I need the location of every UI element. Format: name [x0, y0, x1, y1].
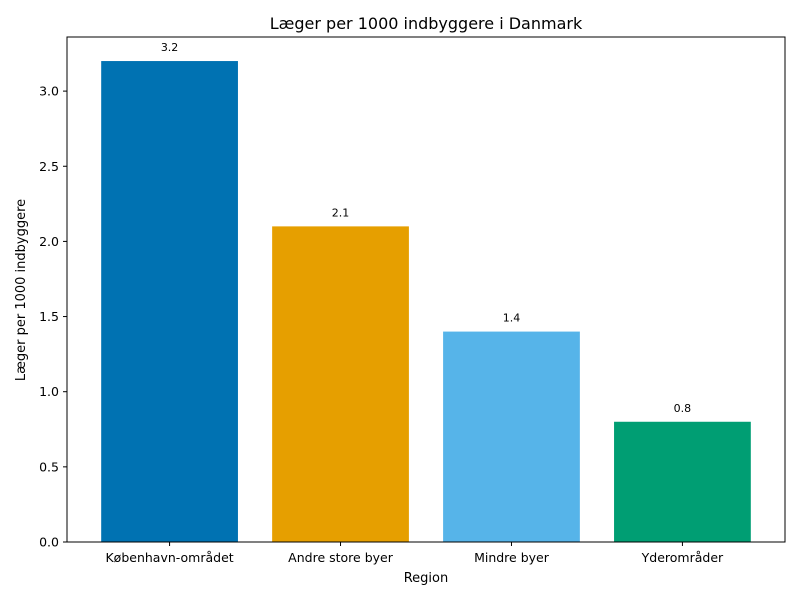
bar	[272, 226, 409, 542]
x-tick-label: Yderområder	[641, 550, 724, 565]
bar	[101, 61, 238, 543]
x-tick-label: Mindre byer	[474, 550, 550, 565]
data-labels: 3.2 2.1 1.4 0.8	[161, 41, 691, 415]
plot-frame	[66, 36, 786, 543]
bar	[443, 331, 580, 542]
y-axis-title: Læger per 1000 indbyggere	[14, 199, 29, 381]
y-tick-label: 2.5	[39, 159, 59, 174]
x-axis-title: Region	[404, 571, 449, 586]
y-tick-label: 3.0	[39, 84, 59, 99]
bar-value-label: 1.4	[503, 312, 521, 325]
bar	[614, 421, 751, 542]
x-tick-label: København-området	[105, 550, 233, 565]
bar-value-label: 2.1	[332, 206, 350, 219]
y-tick-label: 0.0	[39, 535, 59, 550]
y-tick-label: 2.0	[39, 234, 59, 249]
bars-layer	[101, 61, 751, 543]
chart-title: Læger per 1000 indbyggere i Danmark	[270, 14, 583, 33]
y-axis: 0.0 0.5 1.0 1.5 2.0 2.5 3.0	[39, 84, 67, 550]
x-axis: København-området Andre store byer Mindre …	[105, 542, 724, 565]
x-tick-label: Andre store byer	[288, 550, 394, 565]
bar-value-label: 3.2	[161, 41, 179, 54]
y-tick-label: 0.5	[39, 459, 59, 474]
y-tick-label: 1.0	[39, 384, 59, 399]
y-tick-label: 1.5	[39, 309, 59, 324]
bar-value-label: 0.8	[674, 402, 692, 415]
